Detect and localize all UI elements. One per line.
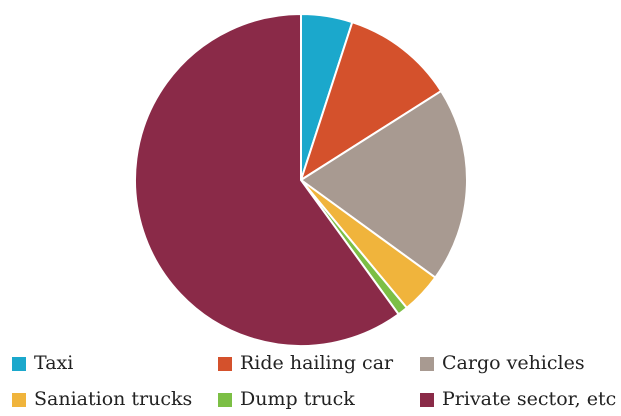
legend-swatch [218, 357, 232, 371]
legend-label: Saniation trucks [34, 388, 192, 410]
pie-slice [134, 12, 400, 347]
legend-label: Dump truck [240, 388, 355, 410]
legend-swatch [420, 393, 434, 407]
pie-slice [299, 89, 468, 279]
legend-swatch [12, 393, 26, 407]
legend-label: Private sector, etc [442, 388, 616, 410]
legend-label: Cargo vehicles [442, 352, 585, 374]
legend-swatch [218, 393, 232, 407]
legend-label: Taxi [34, 352, 73, 374]
pie-slice [299, 20, 443, 183]
legend-swatch [420, 357, 434, 371]
legend-swatch [12, 357, 26, 371]
legend-label: Ride hailing car [240, 352, 394, 374]
